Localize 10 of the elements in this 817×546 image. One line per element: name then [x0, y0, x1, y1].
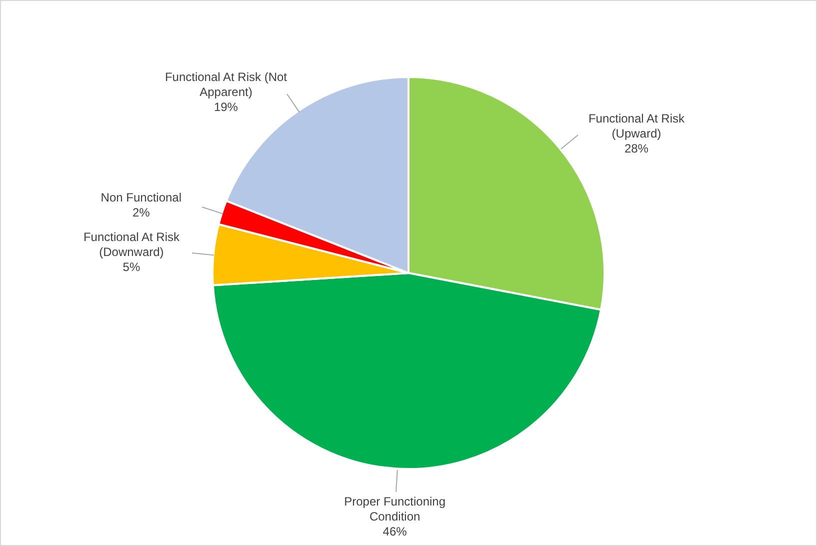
data-label: 46%	[382, 524, 408, 538]
data-label: 19%	[214, 100, 238, 114]
data-label: 28%	[624, 141, 649, 156]
data-label: 2%	[132, 205, 150, 220]
slice-label: Functional At Risk (Downward)	[83, 230, 180, 259]
slice-label: Proper Functioning Condition	[344, 494, 446, 524]
data-label: 5%	[122, 260, 140, 274]
slice-label: Non Functional	[100, 190, 182, 204]
slice-label: Functional At Risk (Not Apparent)	[164, 70, 288, 100]
slice-label: Functional At Risk (Upward)	[588, 111, 686, 140]
